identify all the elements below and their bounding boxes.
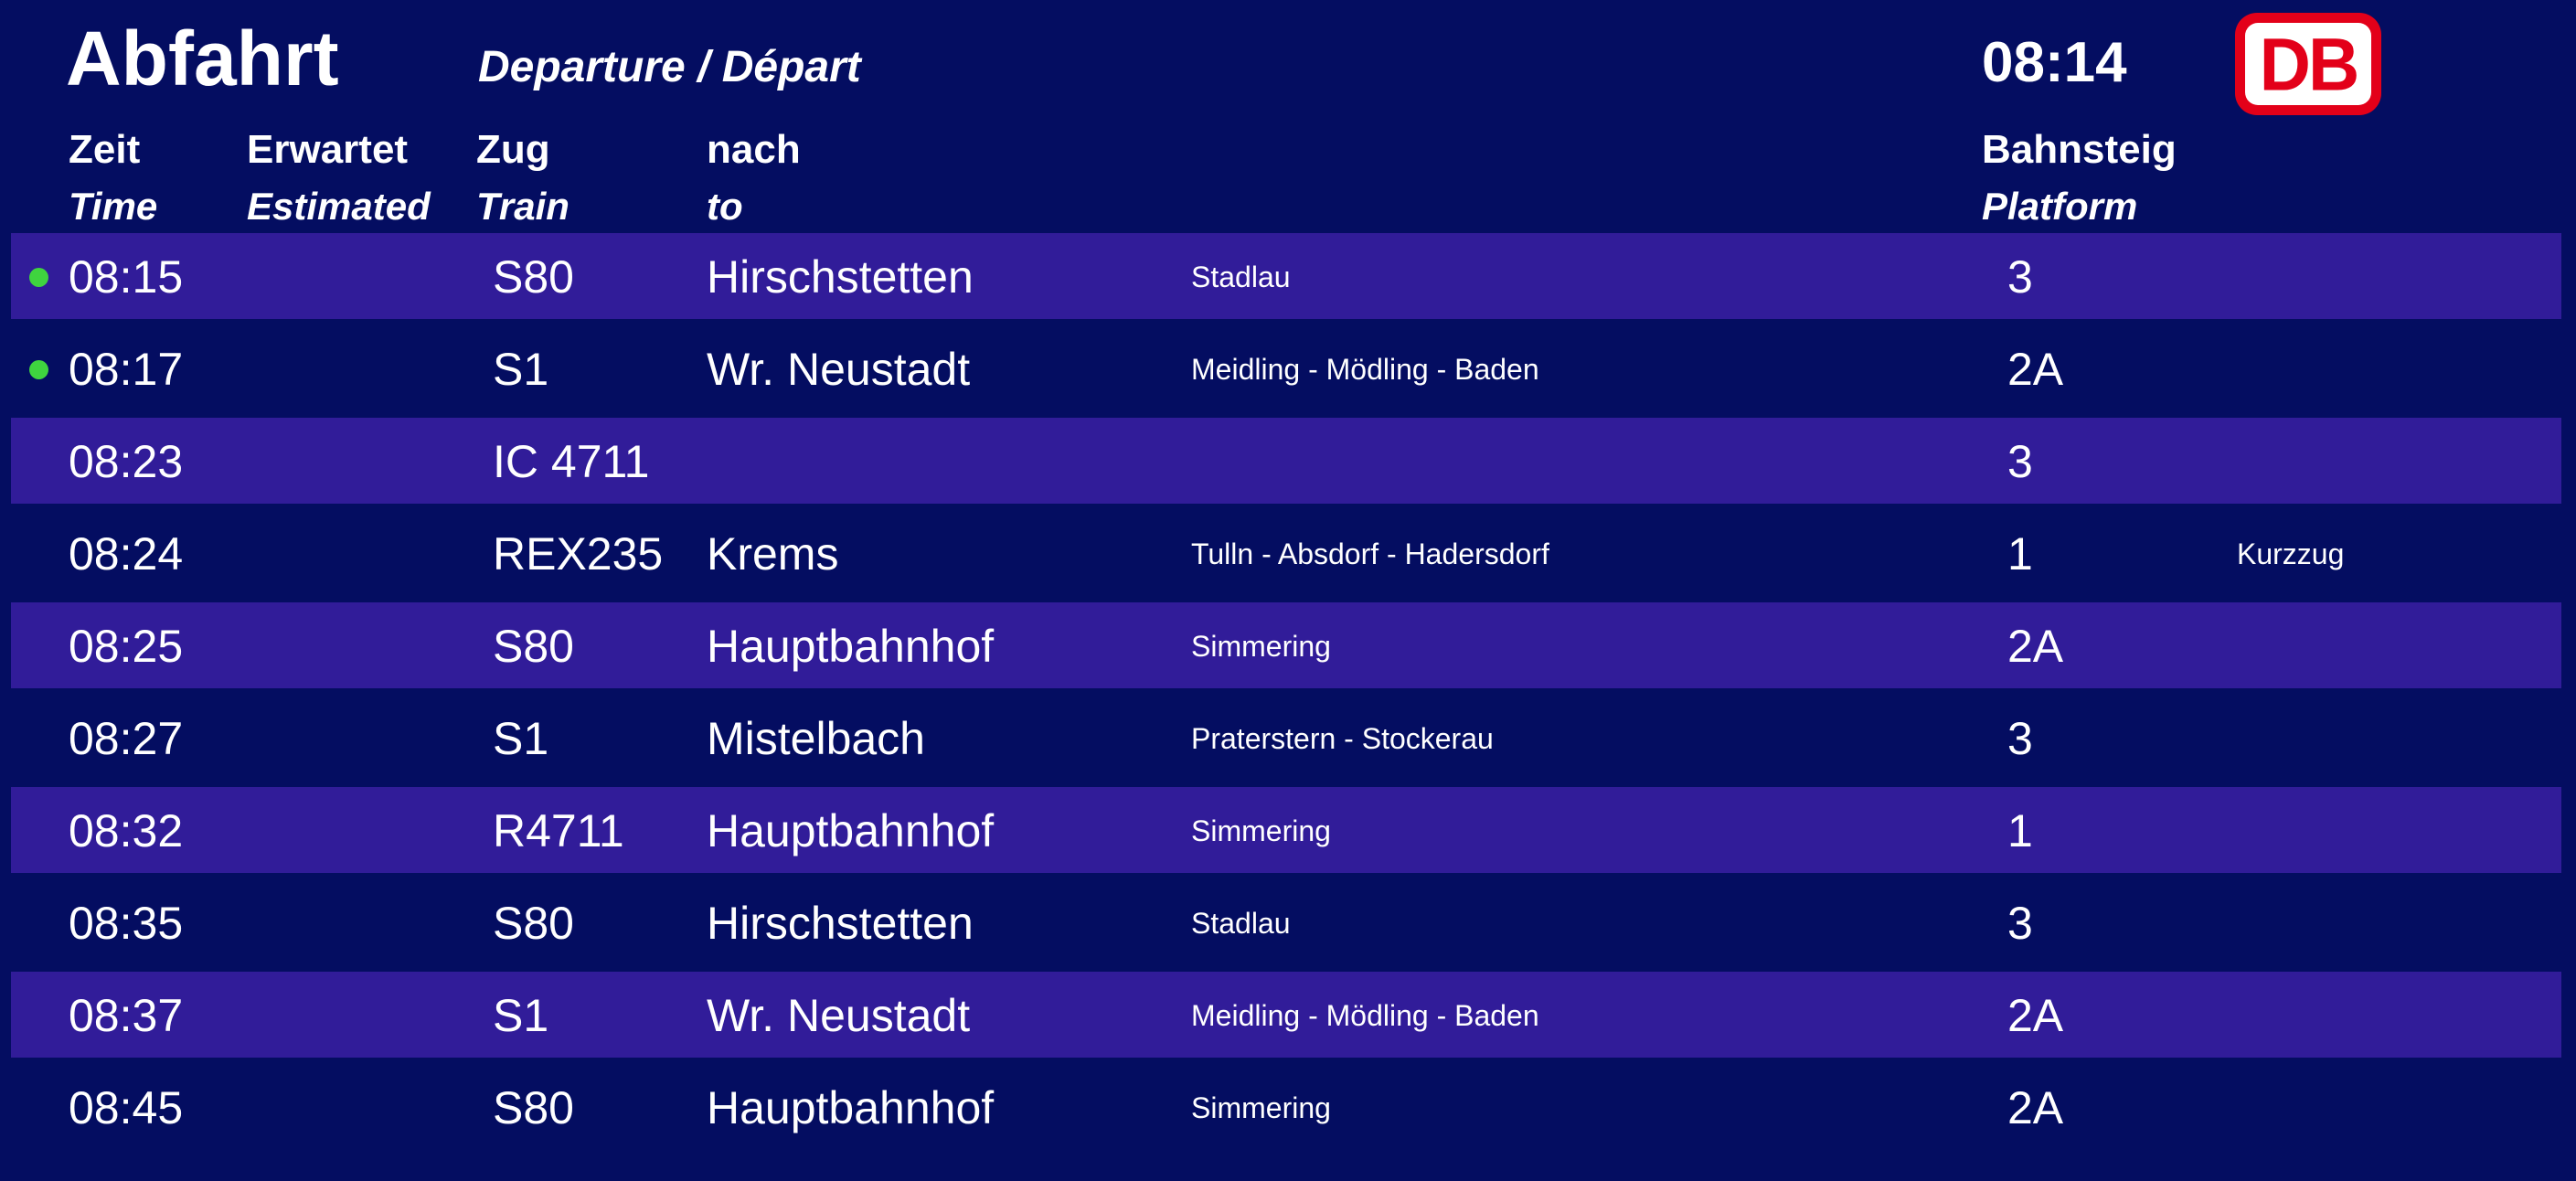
db-logo-inner: DB — [2245, 23, 2371, 105]
page-title: Abfahrt — [66, 16, 339, 101]
col-header-estimated-de: Erwartet — [247, 127, 409, 172]
db-logo: DB — [2235, 13, 2381, 115]
db-logo-letters: DB — [2259, 21, 2360, 107]
destination-cell: Hauptbahnhof — [707, 620, 995, 672]
col-header-platform-en: Platform — [1982, 185, 2138, 228]
departure-row: 08:45 S80 Hauptbahnhof Simmering 2A — [0, 1061, 2576, 1154]
platform-cell: 2A — [2007, 1081, 2064, 1133]
time-cell: 08:32 — [69, 804, 184, 856]
destination-cell: Wr. Neustadt — [707, 989, 971, 1041]
via-cell: Praterstern - Stockerau — [1191, 721, 1494, 755]
current-time: 08:14 — [1982, 31, 2127, 94]
rows: 08:15 S80 Hirschstetten Stadlau 3 08:17 … — [0, 230, 2576, 1154]
platform-cell: 2A — [2007, 989, 2064, 1041]
destination-cell: Krems — [707, 527, 839, 580]
train-cell: REX235 — [493, 527, 664, 580]
departure-row: 08:37 S1 Wr. Neustadt Meidling - Mödling… — [0, 969, 2576, 1061]
platform-cell: 2A — [2007, 343, 2064, 395]
departure-row: 08:32 R4711 Hauptbahnhof Simmering 1 — [0, 784, 2576, 877]
time-cell: 08:35 — [69, 897, 184, 949]
via-cell: Stadlau — [1191, 906, 1291, 940]
col-header-time-de: Zeit — [69, 127, 141, 172]
time-cell: 08:24 — [69, 527, 184, 580]
platform-cell: 3 — [2007, 712, 2033, 764]
time-cell: 08:45 — [69, 1081, 184, 1133]
departure-row: 08:25 S80 Hauptbahnhof Simmering 2A — [0, 600, 2576, 692]
platform-cell: 3 — [2007, 435, 2033, 487]
departure-row: 08:35 S80 Hirschstetten Stadlau 3 — [0, 877, 2576, 969]
time-cell: 08:27 — [69, 712, 184, 764]
train-cell: R4711 — [493, 804, 624, 856]
time-cell: 08:25 — [69, 620, 184, 672]
time-cell: 08:17 — [69, 343, 184, 395]
via-cell: Simmering — [1191, 814, 1331, 847]
departure-row: 08:17 S1 Wr. Neustadt Meidling - Mödling… — [0, 323, 2576, 415]
train-cell: S1 — [493, 712, 549, 764]
departure-row: 08:24 REX235 Krems Tulln - Absdorf - Had… — [0, 507, 2576, 600]
destination-cell: Hirschstetten — [707, 897, 974, 949]
status-dot — [29, 267, 48, 287]
destination-cell: Mistelbach — [707, 712, 925, 764]
train-cell: S80 — [493, 250, 574, 303]
platform-cell: 1 — [2007, 804, 2033, 856]
via-cell: Meidling - Mödling - Baden — [1191, 998, 1539, 1032]
via-cell: Stadlau — [1191, 260, 1291, 293]
train-cell: IC 4711 — [493, 435, 650, 487]
col-header-to-en: to — [707, 185, 743, 228]
train-cell: S1 — [493, 343, 549, 395]
departure-row: 08:15 S80 Hirschstetten Stadlau 3 — [0, 230, 2576, 323]
time-cell: 08:15 — [69, 250, 184, 303]
train-cell: S80 — [493, 897, 574, 949]
train-cell: S80 — [493, 1081, 574, 1133]
destination-cell: Hirschstetten — [707, 250, 974, 303]
train-cell: S1 — [493, 989, 549, 1041]
col-header-estimated-en: Estimated — [247, 185, 431, 228]
col-header-train-de: Zug — [476, 127, 550, 172]
via-cell: Simmering — [1191, 1091, 1331, 1124]
time-cell: 08:23 — [69, 435, 184, 487]
destination-cell: Wr. Neustadt — [707, 343, 971, 395]
platform-cell: 1 — [2007, 527, 2033, 580]
destination-cell: Hauptbahnhof — [707, 1081, 995, 1133]
via-cell: Simmering — [1191, 629, 1331, 663]
platform-cell: 2A — [2007, 620, 2064, 672]
train-cell: S80 — [493, 620, 574, 672]
note-cell: Kurzzug — [2237, 537, 2345, 570]
via-cell: Tulln - Absdorf - Hadersdorf — [1191, 537, 1549, 570]
col-header-platform-de: Bahnsteig — [1982, 127, 2177, 172]
page-subtitle: Departure / Départ — [478, 43, 861, 91]
departure-row: 08:27 S1 Mistelbach Praterstern - Stocke… — [0, 692, 2576, 784]
platform-cell: 3 — [2007, 897, 2033, 949]
time-cell: 08:37 — [69, 989, 184, 1041]
col-header-time-en: Time — [69, 185, 158, 228]
departure-row: 08:23 IC 4711 3 — [0, 415, 2576, 507]
status-dot — [29, 359, 48, 379]
col-header-to-de: nach — [707, 127, 801, 172]
destination-cell: Hauptbahnhof — [707, 804, 995, 856]
col-header-train-en: Train — [476, 185, 569, 228]
via-cell: Meidling - Mödling - Baden — [1191, 352, 1539, 386]
platform-cell: 3 — [2007, 250, 2033, 303]
